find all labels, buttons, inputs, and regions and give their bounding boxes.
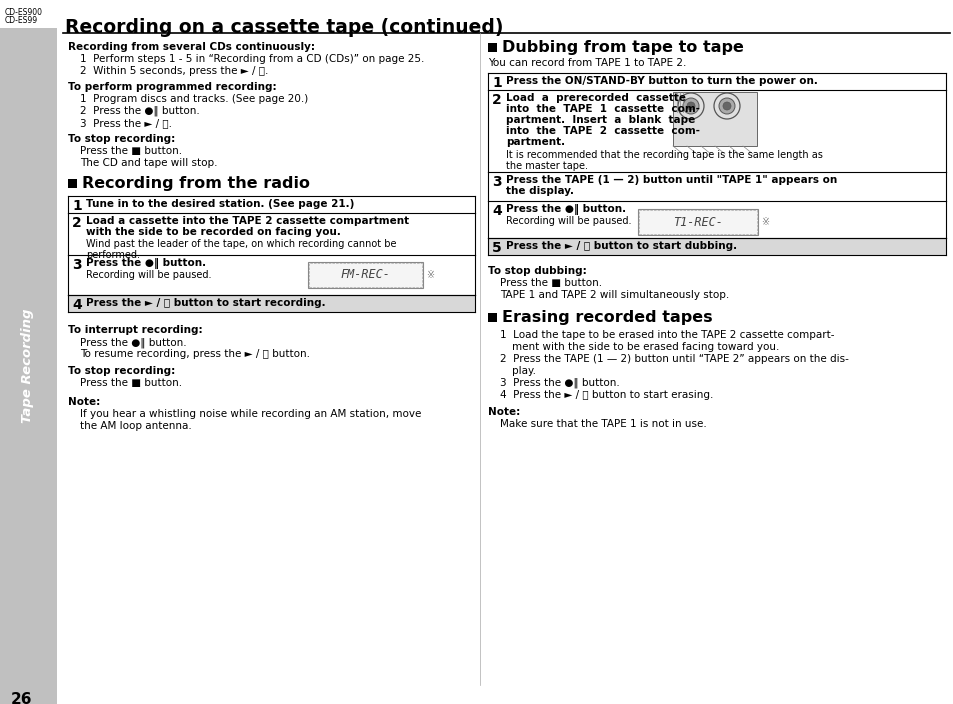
Text: 4: 4 bbox=[492, 204, 501, 218]
Text: Recording will be paused.: Recording will be paused. bbox=[86, 270, 212, 280]
Bar bbox=[488, 43, 497, 52]
Text: T1-REC-: T1-REC- bbox=[673, 215, 722, 229]
Text: Press the ► / ⌛ button to start recording.: Press the ► / ⌛ button to start recordin… bbox=[86, 298, 325, 308]
Text: 1  Perform steps 1 - 5 in “Recording from a CD (CDs)” on page 25.: 1 Perform steps 1 - 5 in “Recording from… bbox=[80, 54, 424, 64]
Text: Make sure that the TAPE 1 is not in use.: Make sure that the TAPE 1 is not in use. bbox=[499, 419, 706, 429]
Text: 2: 2 bbox=[71, 216, 82, 230]
Text: 2  Within 5 seconds, press the ► / ⌛.: 2 Within 5 seconds, press the ► / ⌛. bbox=[80, 66, 268, 76]
Text: Press the ■ button.: Press the ■ button. bbox=[499, 278, 601, 288]
Text: To stop recording:: To stop recording: bbox=[68, 366, 175, 376]
Text: 1  Load the tape to be erased into the TAPE 2 cassette compart-: 1 Load the tape to be erased into the TA… bbox=[499, 330, 834, 340]
Text: To stop recording:: To stop recording: bbox=[68, 134, 175, 144]
Circle shape bbox=[686, 102, 695, 110]
Text: 1  Program discs and tracks. (See page 20.): 1 Program discs and tracks. (See page 20… bbox=[80, 94, 308, 104]
Text: To perform programmed recording:: To perform programmed recording: bbox=[68, 82, 276, 92]
Bar bbox=[309, 263, 421, 287]
Text: 2  Press the ●‖ button.: 2 Press the ●‖ button. bbox=[80, 106, 199, 116]
Bar bbox=[488, 238, 945, 255]
Text: It is recommended that the recording tape is the same length as: It is recommended that the recording tap… bbox=[505, 150, 822, 160]
Text: Recording will be paused.: Recording will be paused. bbox=[505, 216, 631, 226]
Bar bbox=[68, 295, 475, 312]
Text: 2: 2 bbox=[492, 93, 501, 107]
Text: 3  Press the ●‖ button.: 3 Press the ●‖ button. bbox=[499, 378, 619, 389]
Text: the display.: the display. bbox=[505, 186, 574, 196]
Circle shape bbox=[722, 102, 730, 110]
Text: CD-ES900: CD-ES900 bbox=[5, 8, 43, 17]
Text: Press the ●‖ button.: Press the ●‖ button. bbox=[80, 337, 187, 348]
Text: Recording from the radio: Recording from the radio bbox=[82, 176, 310, 191]
Text: Tune in to the desired station. (See page 21.): Tune in to the desired station. (See pag… bbox=[86, 199, 354, 209]
Text: Press the ●‖ button.: Press the ●‖ button. bbox=[86, 258, 206, 269]
Bar bbox=[68, 179, 77, 188]
Text: FM-REC-: FM-REC- bbox=[340, 268, 390, 282]
Text: into  the  TAPE  2  cassette  com-: into the TAPE 2 cassette com- bbox=[505, 126, 700, 136]
Circle shape bbox=[719, 98, 734, 114]
Text: Press the ■ button.: Press the ■ button. bbox=[80, 146, 182, 156]
Text: ※: ※ bbox=[426, 270, 434, 280]
Text: Wind past the leader of the tape, on which recording cannot be: Wind past the leader of the tape, on whi… bbox=[86, 239, 396, 249]
Bar bbox=[0, 28, 57, 704]
Text: the master tape.: the master tape. bbox=[505, 161, 587, 171]
Bar bbox=[639, 210, 757, 234]
Text: into  the  TAPE  1  cassette  com-: into the TAPE 1 cassette com- bbox=[505, 104, 700, 114]
Text: 3: 3 bbox=[71, 258, 82, 272]
Text: the AM loop antenna.: the AM loop antenna. bbox=[80, 421, 192, 431]
Text: Recording on a cassette tape (continued): Recording on a cassette tape (continued) bbox=[65, 18, 503, 37]
Text: If you hear a whistling noise while recording an AM station, move: If you hear a whistling noise while reco… bbox=[80, 409, 421, 419]
Bar bbox=[672, 92, 757, 146]
Text: 4: 4 bbox=[71, 298, 82, 312]
Text: CD-ES99: CD-ES99 bbox=[5, 16, 38, 25]
Text: Press the ON/STAND-BY button to turn the power on.: Press the ON/STAND-BY button to turn the… bbox=[505, 76, 817, 86]
Bar bbox=[308, 262, 422, 288]
Text: 1: 1 bbox=[492, 76, 501, 90]
Text: Load a cassette into the TAPE 2 cassette compartment: Load a cassette into the TAPE 2 cassette… bbox=[86, 216, 409, 226]
Bar bbox=[638, 209, 758, 235]
Text: You can record from TAPE 1 to TAPE 2.: You can record from TAPE 1 to TAPE 2. bbox=[488, 58, 685, 68]
Text: Recording from several CDs continuously:: Recording from several CDs continuously: bbox=[68, 42, 314, 52]
Text: ment with the side to be erased facing toward you.: ment with the side to be erased facing t… bbox=[512, 342, 779, 352]
Text: partment.  Insert  a  blank  tape: partment. Insert a blank tape bbox=[505, 115, 695, 125]
Text: performed.: performed. bbox=[86, 250, 140, 260]
Text: 3  Press the ► / ⌛.: 3 Press the ► / ⌛. bbox=[80, 118, 172, 128]
Text: 1: 1 bbox=[71, 199, 82, 213]
Text: Press the ■ button.: Press the ■ button. bbox=[80, 378, 182, 388]
Text: Note:: Note: bbox=[488, 407, 519, 417]
Text: Press the TAPE (1 — 2) button until "TAPE 1" appears on: Press the TAPE (1 — 2) button until "TAP… bbox=[505, 175, 837, 185]
Text: play.: play. bbox=[512, 366, 536, 376]
Text: 5: 5 bbox=[492, 241, 501, 255]
Text: Load  a  prerecorded  cassette: Load a prerecorded cassette bbox=[505, 93, 685, 103]
Circle shape bbox=[682, 98, 699, 114]
Text: Erasing recorded tapes: Erasing recorded tapes bbox=[501, 310, 712, 325]
Text: TAPE 1 and TAPE 2 will simultaneously stop.: TAPE 1 and TAPE 2 will simultaneously st… bbox=[499, 290, 728, 300]
Text: ※: ※ bbox=[760, 217, 768, 227]
Text: To stop dubbing:: To stop dubbing: bbox=[488, 266, 586, 276]
Text: The CD and tape will stop.: The CD and tape will stop. bbox=[80, 158, 217, 168]
Text: 3: 3 bbox=[492, 175, 501, 189]
Text: Tape Recording: Tape Recording bbox=[22, 309, 34, 423]
Text: 4  Press the ► / ⌛ button to start erasing.: 4 Press the ► / ⌛ button to start erasin… bbox=[499, 390, 713, 400]
Text: 26: 26 bbox=[11, 692, 32, 704]
Text: Press the ► / ⌛ button to start dubbing.: Press the ► / ⌛ button to start dubbing. bbox=[505, 241, 737, 251]
Text: Dubbing from tape to tape: Dubbing from tape to tape bbox=[501, 40, 743, 55]
Text: with the side to be recorded on facing you.: with the side to be recorded on facing y… bbox=[86, 227, 340, 237]
Text: 2  Press the TAPE (1 — 2) button until “TAPE 2” appears on the dis-: 2 Press the TAPE (1 — 2) button until “T… bbox=[499, 354, 848, 364]
Text: Note:: Note: bbox=[68, 397, 100, 407]
Text: To interrupt recording:: To interrupt recording: bbox=[68, 325, 202, 335]
Text: Press the ●‖ button.: Press the ●‖ button. bbox=[505, 204, 625, 215]
Bar bbox=[488, 313, 497, 322]
Text: To resume recording, press the ► / ⌛ button.: To resume recording, press the ► / ⌛ but… bbox=[80, 349, 310, 359]
Text: partment.: partment. bbox=[505, 137, 564, 147]
